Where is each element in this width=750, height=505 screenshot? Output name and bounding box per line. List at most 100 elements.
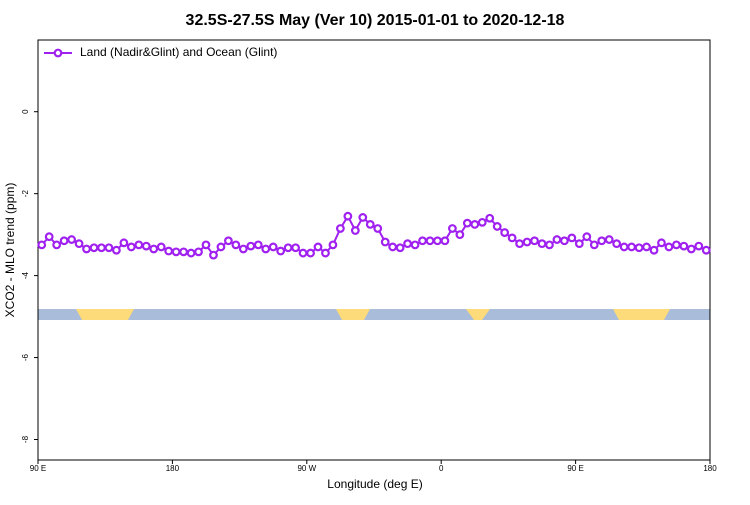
land-patch — [466, 309, 490, 320]
point — [82, 244, 91, 254]
point — [321, 248, 330, 258]
x-tick-label: 0 — [439, 464, 444, 473]
x-tick-label: 90 E — [30, 464, 46, 473]
point — [507, 233, 517, 243]
point — [545, 240, 554, 250]
point — [448, 224, 457, 233]
point — [373, 224, 383, 233]
point — [186, 248, 196, 258]
point — [149, 244, 159, 254]
point — [179, 247, 189, 257]
point — [328, 240, 338, 250]
point — [395, 243, 405, 253]
point — [634, 243, 644, 253]
point — [567, 233, 577, 243]
point — [701, 245, 711, 255]
point — [59, 236, 69, 246]
point — [336, 224, 345, 233]
point — [313, 242, 323, 252]
ocean-band — [38, 309, 710, 320]
point — [612, 239, 622, 249]
point — [44, 232, 54, 242]
point — [619, 242, 629, 252]
point — [358, 213, 368, 222]
point — [597, 236, 607, 246]
point — [216, 242, 226, 252]
point — [111, 245, 121, 255]
x-axis-label: Longitude (deg E) — [327, 477, 422, 491]
point — [664, 242, 674, 252]
point — [156, 242, 166, 252]
series-line — [40, 214, 707, 257]
legend-marker — [53, 48, 63, 58]
point — [462, 218, 472, 228]
point — [283, 243, 293, 253]
point — [604, 235, 614, 244]
x-tick-label: 90 E — [567, 464, 583, 473]
legend-label: Land (Nadir&Glint) and Ocean (Glint) — [80, 45, 277, 59]
point — [74, 239, 84, 249]
point — [261, 244, 271, 254]
land-patch — [76, 309, 134, 320]
point — [425, 236, 435, 246]
point — [492, 222, 502, 231]
point — [380, 237, 390, 247]
point — [582, 232, 592, 242]
y-axis-label: XCO2 - MLO trend (ppm) — [3, 183, 17, 318]
point — [89, 243, 99, 253]
point — [686, 244, 696, 254]
point — [410, 240, 420, 250]
point — [537, 239, 547, 249]
x-tick-label: 90 W — [297, 464, 316, 473]
point — [642, 242, 651, 252]
point — [126, 242, 136, 252]
point — [440, 236, 450, 246]
point — [418, 236, 427, 246]
point — [52, 240, 62, 250]
point — [365, 219, 375, 229]
point — [672, 240, 681, 250]
land-ocean-mask — [38, 309, 710, 320]
point — [500, 228, 510, 237]
y-tick-label: -4 — [21, 272, 30, 280]
point — [253, 240, 263, 250]
point — [276, 246, 286, 256]
point — [223, 236, 233, 246]
point — [343, 211, 353, 221]
point — [403, 239, 413, 249]
point — [97, 243, 106, 253]
point — [231, 240, 241, 250]
point — [171, 247, 181, 257]
point — [485, 213, 495, 223]
plot-frame — [37, 39, 711, 461]
x-tick-label: 180 — [166, 464, 180, 473]
y-tick-label: -2 — [21, 190, 30, 198]
point — [298, 248, 308, 258]
point — [455, 230, 465, 240]
point — [433, 236, 442, 246]
point — [350, 226, 360, 235]
x-tick-label: 180 — [703, 464, 717, 473]
point — [560, 236, 569, 246]
point — [306, 248, 315, 258]
point — [649, 245, 659, 255]
land-patch — [613, 309, 670, 320]
point — [470, 219, 480, 229]
chart-title: 32.5S-27.5S May (Ver 10) 2015-01-01 to 2… — [186, 12, 565, 29]
y-tick-label: -6 — [21, 353, 30, 361]
point — [246, 241, 256, 251]
point — [657, 238, 666, 248]
point — [194, 247, 203, 257]
point — [134, 240, 144, 250]
point — [530, 236, 539, 246]
point — [388, 242, 398, 252]
point — [627, 242, 636, 252]
point — [119, 238, 129, 248]
point — [679, 241, 689, 251]
y-tick-label: 0 — [21, 109, 30, 114]
point — [104, 243, 114, 253]
land-patch — [336, 309, 370, 320]
point — [164, 246, 174, 256]
point — [209, 250, 218, 260]
